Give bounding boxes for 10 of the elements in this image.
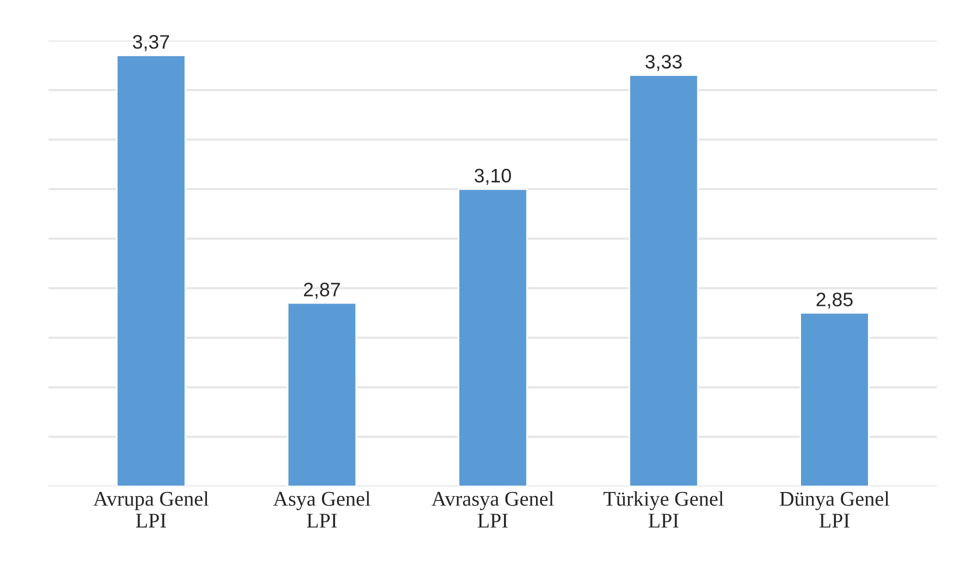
data-label: 3,37 [132, 35, 170, 52]
x-tick-label: Türkiye Genel LPI [604, 491, 724, 528]
x-tick-label: Dünya Genel LPI [780, 491, 890, 528]
data-label: 3,33 [645, 54, 682, 71]
x-tick-label: Avrasya Genel LPI [432, 491, 554, 528]
data-label: 2,85 [816, 292, 853, 309]
data-label: 3,10 [474, 168, 511, 185]
x-tick-label: Avrupa Genel LPI [93, 491, 209, 528]
data-label: 2,87 [304, 282, 340, 299]
x-tick-label: Asya Genel LPI [273, 491, 370, 528]
